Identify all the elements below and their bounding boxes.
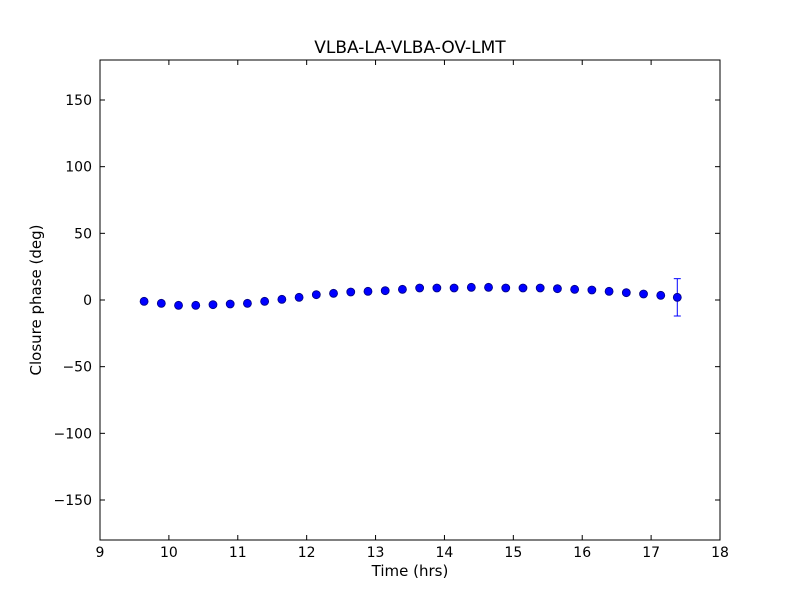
data-point	[294, 292, 304, 302]
y-tick-label: 0	[83, 293, 92, 309]
x-tick-label: 18	[711, 545, 729, 561]
data-point	[656, 290, 666, 300]
x-tick-label: 9	[96, 545, 105, 561]
data-point	[570, 284, 580, 294]
y-tick-label: 50	[74, 226, 92, 242]
data-point	[398, 284, 407, 294]
data-point	[174, 300, 183, 310]
chart-title: VLBA-LA-VLBA-OV-LMT	[314, 38, 506, 58]
data-point	[329, 288, 338, 298]
x-tick-label: 13	[367, 545, 385, 561]
y-axis-label: Closure phase (deg)	[27, 225, 45, 376]
data-point	[156, 298, 166, 308]
data-point	[139, 296, 149, 306]
x-tick-label: 14	[436, 545, 454, 561]
data-point	[208, 300, 218, 310]
x-tick-label: 15	[504, 545, 522, 561]
data-point	[604, 286, 614, 296]
y-tick-label: −50	[62, 360, 92, 376]
data-marks	[139, 278, 682, 317]
x-tick-label: 17	[642, 545, 660, 561]
data-point	[225, 299, 235, 309]
data-point	[260, 296, 270, 306]
data-point	[639, 289, 648, 299]
data-point	[466, 282, 476, 292]
x-tick-label: 11	[229, 545, 247, 561]
y-tick-label: 150	[65, 93, 92, 109]
axes: 9 10 11 12 13 14 15 16 17 18 150 100 50 0 −50 −100 −150	[54, 59, 729, 561]
data-point	[415, 283, 425, 293]
x-tick-label: 16	[573, 545, 591, 561]
x-axis-label: Time (hrs)	[371, 562, 449, 580]
data-point	[535, 283, 545, 293]
y-tick-label: 100	[65, 160, 92, 176]
data-point	[501, 283, 511, 293]
data-point	[380, 286, 390, 296]
x-tick-label: 10	[160, 545, 178, 561]
data-point	[243, 298, 252, 308]
data-point	[277, 294, 287, 304]
data-point	[363, 286, 373, 296]
x-tick-label: 12	[298, 545, 316, 561]
data-point	[346, 287, 356, 297]
data-point	[518, 283, 528, 293]
data-point	[484, 282, 493, 292]
data-point	[432, 283, 442, 293]
data-point	[672, 292, 682, 302]
data-point	[587, 285, 597, 295]
data-point	[553, 284, 562, 294]
data-point	[311, 290, 321, 300]
data-point	[191, 300, 201, 310]
y-tick-label: −150	[54, 493, 92, 509]
data-point	[621, 288, 631, 298]
y-tick-label: −100	[54, 426, 92, 442]
data-point	[449, 283, 459, 293]
